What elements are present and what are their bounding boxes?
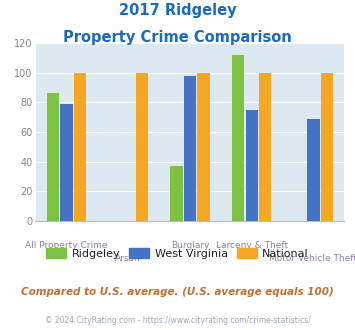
Bar (307, 118, 320, 221)
Bar (197, 73, 210, 221)
Bar (136, 73, 148, 221)
Bar (170, 166, 182, 221)
Bar (184, 76, 196, 221)
Text: © 2024 CityRating.com - https://www.cityrating.com/crime-statistics/: © 2024 CityRating.com - https://www.city… (45, 316, 310, 325)
Bar (60, 104, 72, 221)
Bar (259, 73, 272, 221)
Bar (321, 73, 333, 221)
Legend: Ridgeley, West Virginia, National: Ridgeley, West Virginia, National (42, 244, 313, 263)
Bar (232, 55, 244, 221)
Text: 2017 Ridgeley: 2017 Ridgeley (119, 3, 236, 18)
Text: Property Crime Comparison: Property Crime Comparison (63, 30, 292, 45)
Bar (47, 93, 59, 221)
Text: Larceny & Theft: Larceny & Theft (215, 241, 288, 249)
Bar (246, 110, 258, 221)
Text: All Property Crime: All Property Crime (25, 241, 108, 249)
Text: Arson: Arson (115, 254, 141, 263)
Text: Burglary: Burglary (171, 241, 209, 249)
Text: Compared to U.S. average. (U.S. average equals 100): Compared to U.S. average. (U.S. average … (21, 287, 334, 297)
Text: Motor Vehicle Theft: Motor Vehicle Theft (269, 254, 355, 263)
Bar (74, 73, 86, 221)
